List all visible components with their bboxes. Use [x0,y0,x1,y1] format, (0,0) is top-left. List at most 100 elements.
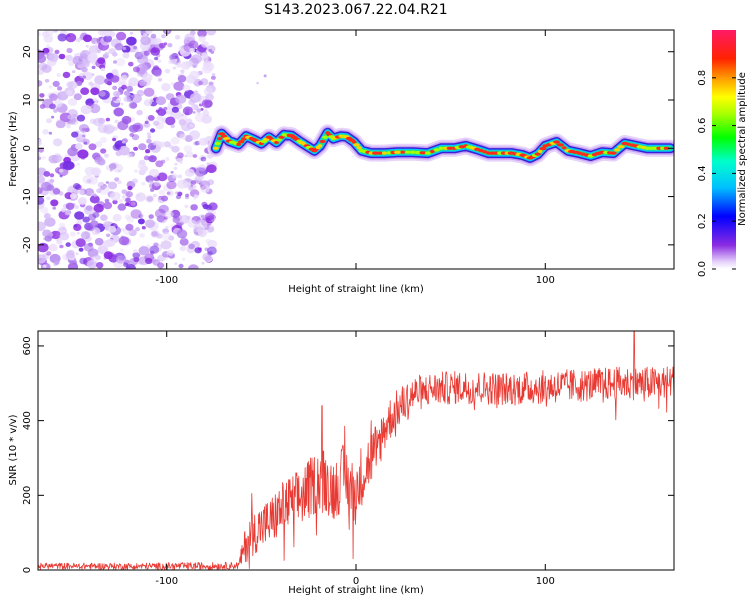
noise-blob [66,81,74,88]
noise-blob [143,50,150,56]
noise-blob [67,147,78,157]
noise-blob [207,246,217,255]
noise-blob [109,168,113,172]
noise-blob [149,245,160,254]
ridge-hotspot [419,151,427,155]
noise-blob [54,154,63,162]
noise-blob [65,202,75,210]
noise-blob [181,72,184,75]
noise-blob [72,70,76,74]
noise-blob [179,238,189,246]
noise-blob [107,181,118,190]
colorbar-gradient [712,30,736,269]
noise-blob [170,171,174,174]
noise-blob [44,213,51,219]
ridge-hotspot [223,137,231,141]
ridge-hotspot [433,148,440,152]
noise-blob [90,167,102,177]
noise-blob [38,175,46,184]
noise-blob [88,45,99,54]
noise-blob [88,81,94,86]
noise-blob [103,251,113,260]
ridge-hotspot [482,150,488,154]
noise-blob [143,87,155,97]
noise-blob [202,158,206,162]
noise-blob [170,124,175,129]
noise-blob [188,186,194,191]
noise-blob [83,243,94,252]
noise-blob [107,225,117,233]
noise-blob [44,217,56,227]
noise-blob [175,194,182,200]
noise-blob [161,231,172,241]
noise-blob [69,231,76,237]
noise-blob [77,197,87,205]
noise-blob [160,240,172,250]
noise-blob [146,138,152,144]
noise-blob [190,204,198,211]
noise-blob [50,230,61,240]
noise-blob [145,219,155,228]
ridge-hotspot [538,149,543,153]
ridge-hotspot [614,148,621,152]
ridge-hotspot [556,143,565,147]
noise-blob [138,159,146,166]
noise-blob [78,247,84,252]
noise-blob [114,119,119,124]
noise-blob [113,60,117,64]
noise-blob [83,205,95,215]
noise-blob [76,114,86,122]
noise-blob [201,215,205,219]
noise-blob [104,78,112,85]
noise-blob [93,194,98,198]
noise-blob [155,96,167,106]
noise-blob [144,120,149,125]
noise-blob [168,60,172,64]
noise-blob [91,65,96,70]
noise-blob [96,188,102,194]
ridge-hotspot [236,142,241,146]
noise-blob [125,202,130,207]
noise-blob [210,75,216,80]
noise-blob [54,260,60,265]
noise-blob [154,38,162,45]
noise-blob [185,60,194,68]
noise-blob [121,189,127,195]
noise-blob [53,108,58,113]
noise-blob [196,108,202,113]
noise-blob [115,57,126,67]
noise-blob [75,238,86,248]
noise-blob [128,229,137,237]
noise-blob [200,184,210,193]
noise-blob [141,181,146,186]
noise-blob [136,109,143,116]
noise-blob [96,262,104,269]
ridge-hotspot [353,143,360,147]
noise-blob [49,103,56,110]
noise-blob [197,247,202,251]
noise-blob [57,86,63,91]
noise-blob [191,54,202,64]
snr-series-layer [38,331,674,570]
noise-blob [92,97,98,102]
noise-blob [148,180,153,184]
noise-blob [208,48,213,52]
snr-plot-area [38,331,674,570]
noise-blob [144,253,155,262]
noise-blob [193,141,198,146]
noise-blob [131,178,138,184]
noise-blob [161,34,166,39]
noise-blob [42,129,49,135]
noise-blob [38,54,47,63]
noise-blob [49,179,55,183]
noise-blob [130,201,136,206]
noise-blob [137,253,141,257]
noise-blob [129,132,135,137]
noise-blob [198,80,203,86]
colorbar-tick-label: 0.4 [697,165,708,181]
noise-blob [64,210,71,216]
noise-blob [92,211,100,218]
noise-blob [121,140,126,144]
noise-blob [60,208,66,213]
colorbar-ticks: 0.0 0.2 0.4 0.6 0.8 [697,70,736,277]
